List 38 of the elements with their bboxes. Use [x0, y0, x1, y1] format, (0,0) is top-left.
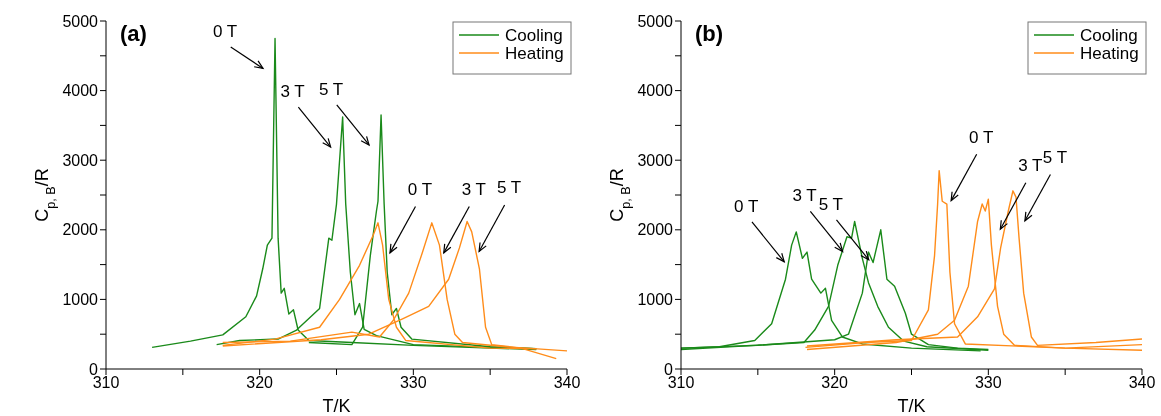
- x-tick-label: 340: [553, 374, 581, 392]
- annotation: 5 T: [318, 79, 344, 99]
- y-tick-label: 4000: [62, 82, 99, 100]
- y-tick-label: 2000: [637, 221, 674, 239]
- annotation: 3 T: [1018, 156, 1043, 176]
- annotation: 0 T: [969, 127, 994, 147]
- x-axis-title: T/K: [322, 396, 351, 416]
- y-tick-label: 5000: [637, 12, 674, 30]
- annotation: 3 T: [280, 82, 305, 102]
- y-tick-label: 3000: [637, 151, 674, 169]
- y-tick-label: 5000: [62, 12, 99, 30]
- annotation: 3 T: [792, 186, 817, 206]
- annotation: 0 T: [407, 179, 433, 199]
- annotation: 5 T: [1042, 147, 1068, 167]
- y-tick-label: 2000: [62, 221, 99, 239]
- chart-title: (a): [120, 21, 147, 46]
- annotation: 3 T: [461, 179, 486, 199]
- legend-label: Cooling: [505, 26, 563, 45]
- x-tick-label: 330: [399, 374, 427, 392]
- x-tick-label: 320: [246, 374, 274, 392]
- y-tick-label: 4000: [637, 82, 674, 100]
- chart-title: (b): [695, 21, 724, 46]
- x-tick-label: 330: [974, 374, 1002, 392]
- legend-label: Heating: [1080, 44, 1139, 63]
- y-tick-label: 3000: [62, 151, 99, 169]
- y-tick-label: 1000: [637, 291, 674, 309]
- annotation: 0 T: [734, 196, 759, 216]
- x-tick-label: 320: [821, 374, 849, 392]
- legend-label: Heating: [505, 44, 564, 63]
- legend-label: Cooling: [1080, 26, 1138, 45]
- annotation: 5 T: [818, 194, 843, 214]
- y-tick-label: 1000: [62, 291, 99, 309]
- x-axis-title: T/K: [897, 396, 926, 416]
- x-tick-label: 310: [667, 374, 695, 392]
- x-tick-label: 340: [1128, 374, 1156, 392]
- annotation: 5 T: [496, 178, 522, 198]
- annotation: 0 T: [212, 22, 238, 41]
- x-tick-label: 310: [92, 374, 120, 392]
